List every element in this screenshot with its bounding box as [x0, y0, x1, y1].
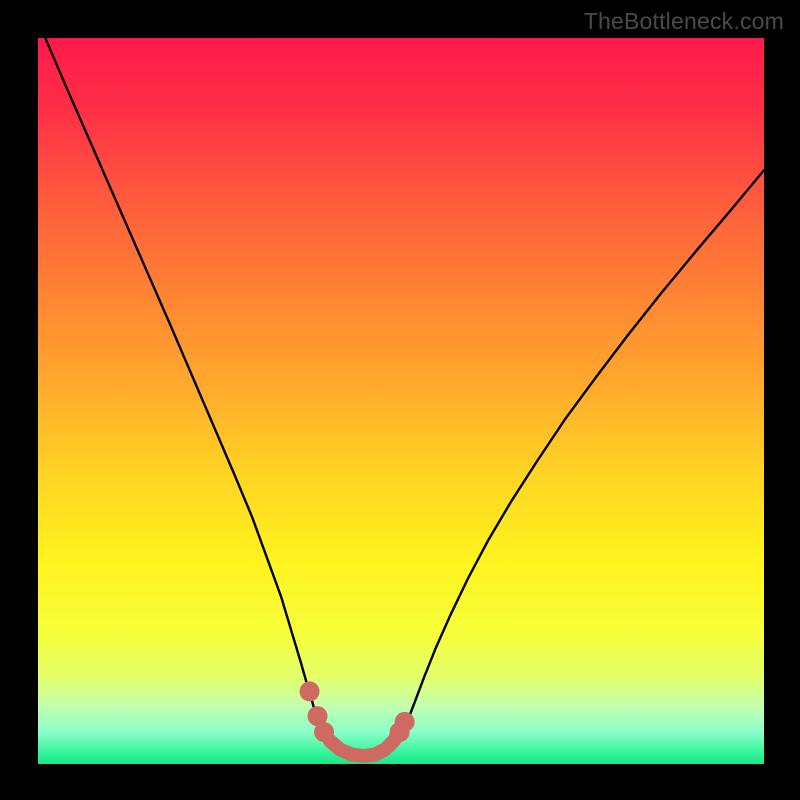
watermark-text: TheBottleneck.com [584, 8, 784, 35]
bottleneck-curve [45, 38, 764, 757]
stage: TheBottleneck.com [0, 0, 800, 800]
bottleneck-curve-svg [38, 38, 764, 764]
highlight-dot [314, 722, 334, 742]
highlight-dot [300, 681, 320, 701]
highlight-segment [330, 732, 400, 756]
highlight-dot [395, 712, 415, 732]
plot-frame [38, 38, 764, 764]
